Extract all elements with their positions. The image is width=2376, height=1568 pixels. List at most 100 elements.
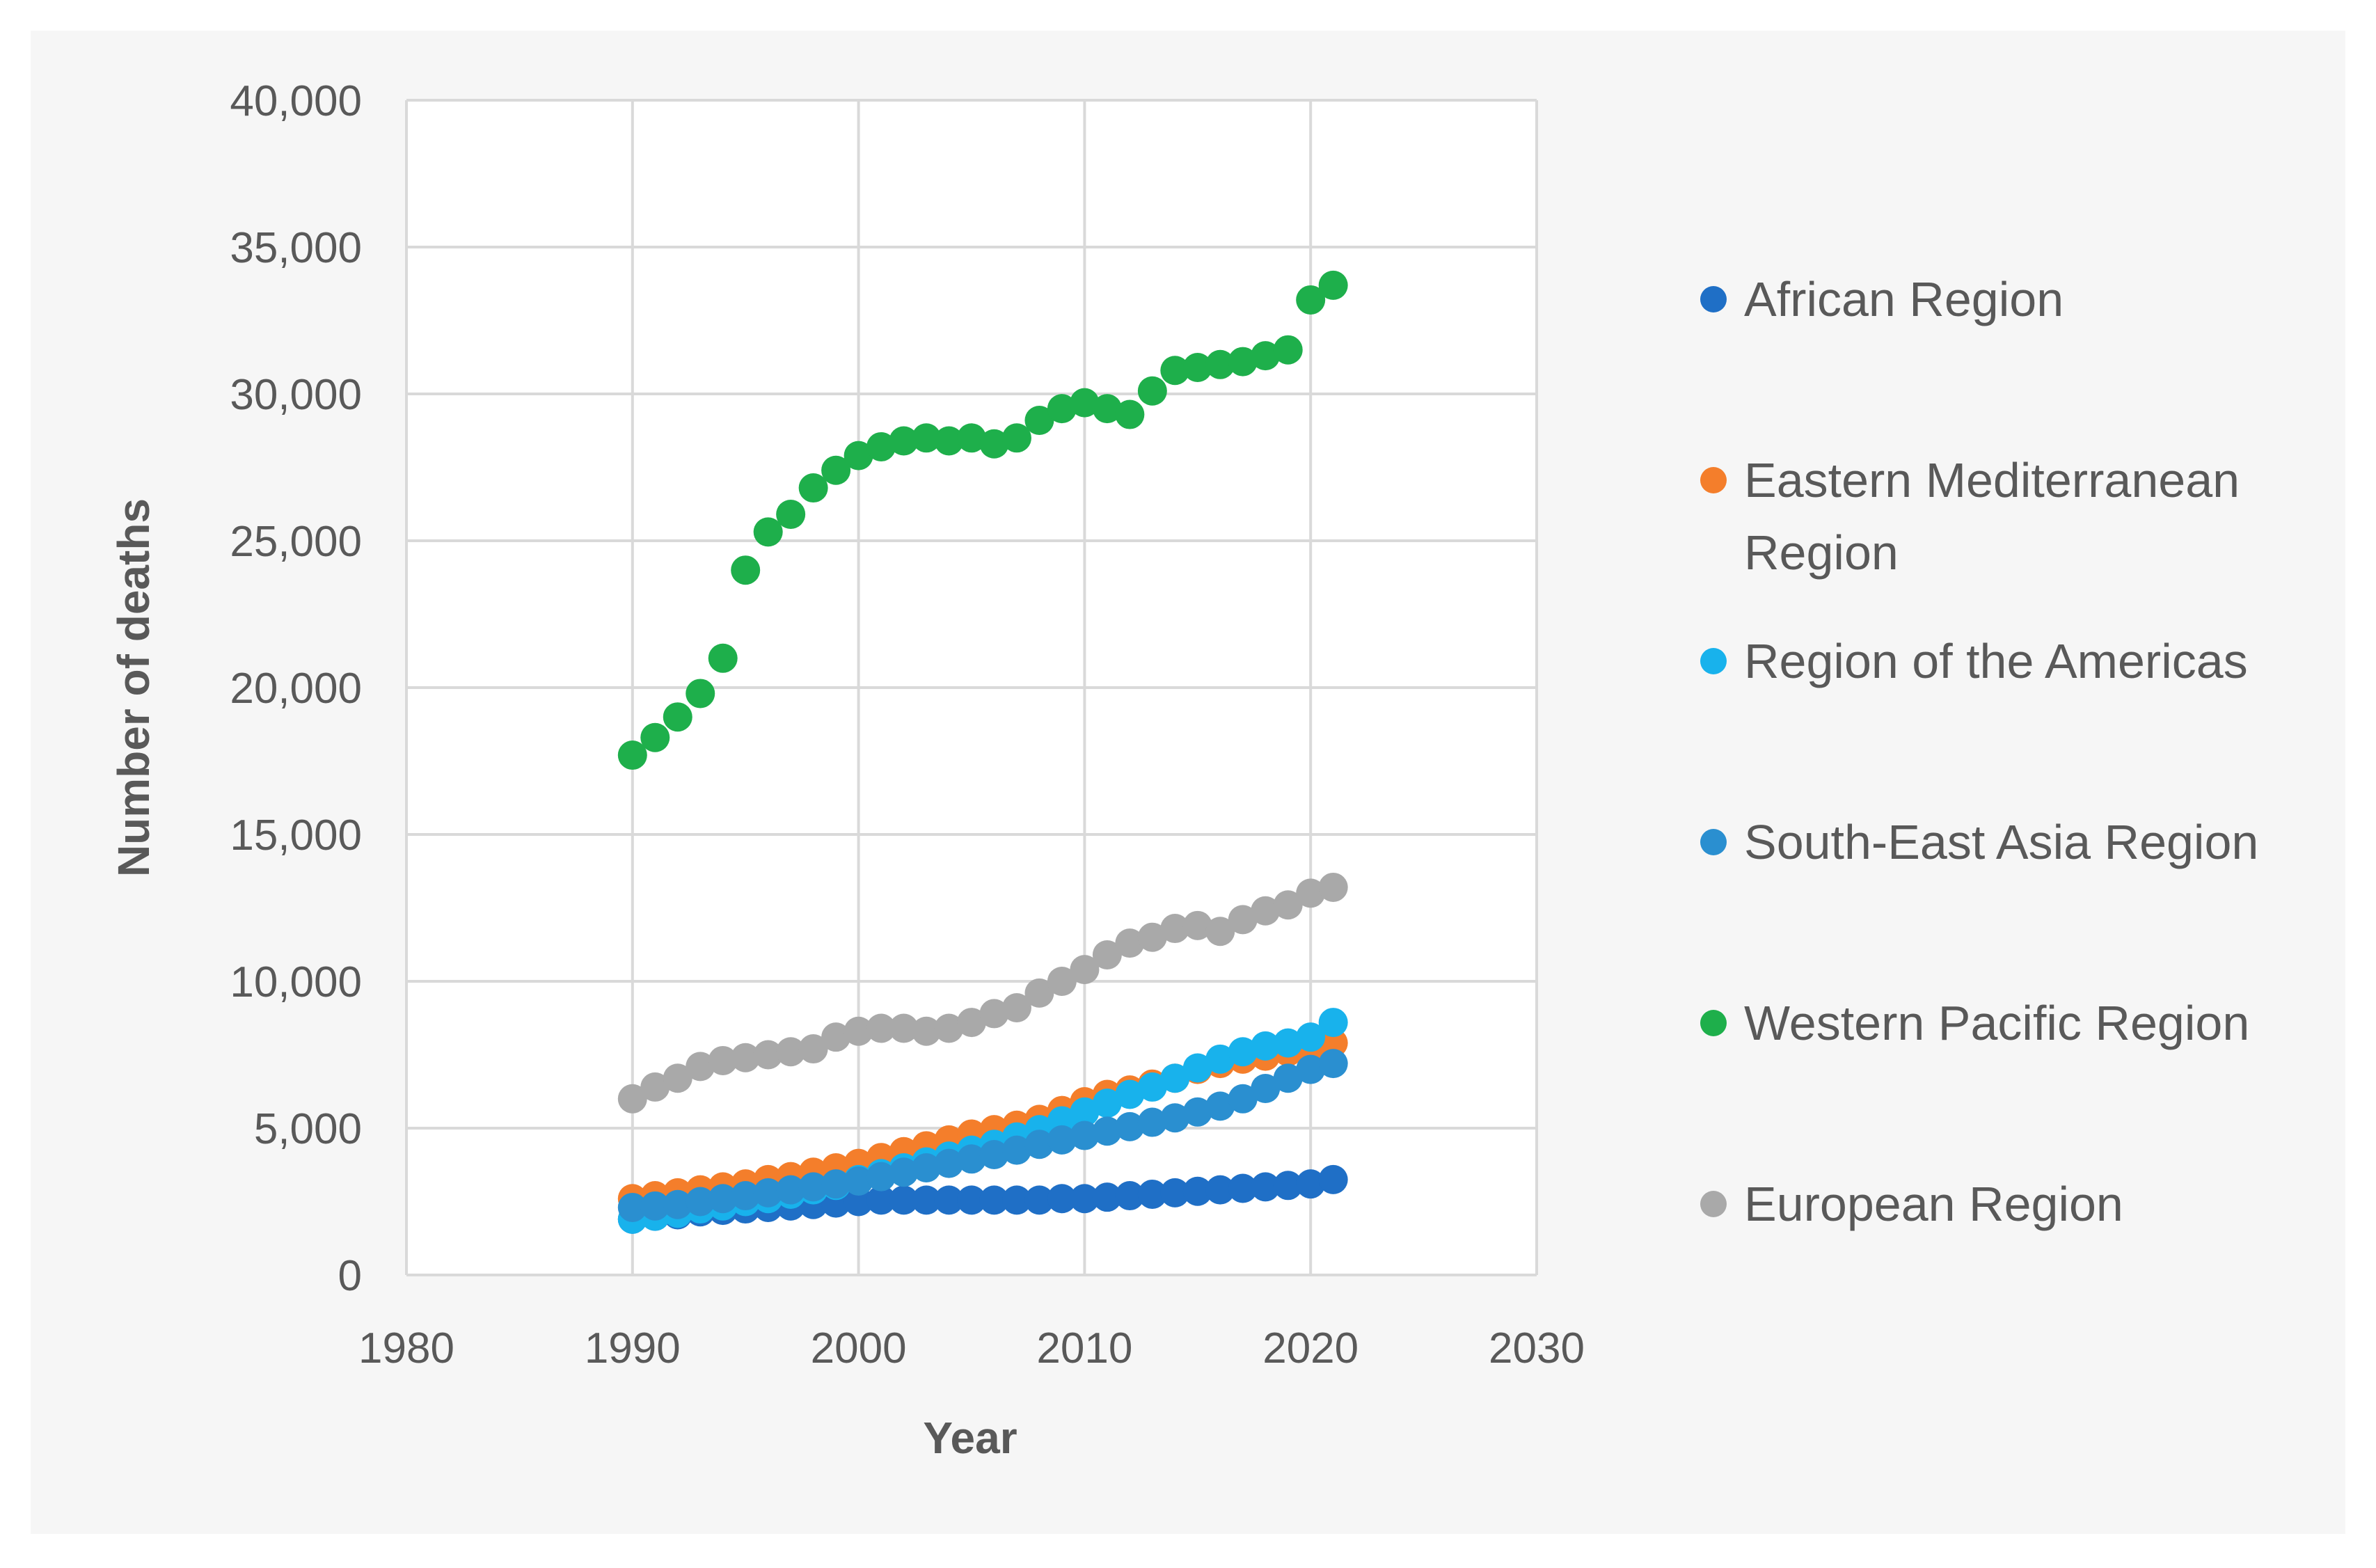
- data-point: [1228, 1173, 1258, 1203]
- data-point: [1182, 353, 1212, 383]
- data-point: [934, 1185, 964, 1215]
- data-point: [640, 1191, 670, 1221]
- data-point: [1001, 423, 1031, 453]
- legend-item: European Region: [1700, 1177, 2123, 1231]
- legend: African Region Eastern Mediterranean Regio…: [1700, 272, 2258, 1231]
- legend-marker: [1700, 829, 1727, 855]
- data-point: [753, 517, 783, 547]
- series-4: [617, 270, 1348, 770]
- data-point: [1070, 1097, 1100, 1127]
- data-point: [844, 1166, 873, 1196]
- x-tick-label: 2010: [1036, 1324, 1132, 1372]
- data-point: [1137, 1072, 1167, 1102]
- data-point: [979, 1185, 1009, 1215]
- data-point: [1273, 335, 1303, 365]
- data-point: [640, 722, 670, 752]
- data-point: [1160, 914, 1190, 944]
- data-point: [640, 1072, 670, 1102]
- data-point: [1160, 1063, 1190, 1093]
- data-point: [912, 1153, 942, 1182]
- data-point: [866, 1013, 896, 1043]
- data-point: [866, 1162, 896, 1191]
- data-point: [1115, 1079, 1145, 1109]
- data-point: [821, 455, 851, 485]
- data-point: [776, 500, 806, 530]
- data-point: [1296, 1054, 1326, 1084]
- legend-label: Region of the Americas: [1744, 634, 2248, 688]
- data-point: [957, 423, 986, 453]
- data-point: [844, 1016, 873, 1046]
- data-point: [708, 1184, 738, 1214]
- data-point: [1092, 394, 1122, 424]
- data-point: [979, 429, 1009, 459]
- legend-label: African Region: [1744, 272, 2064, 326]
- data-point: [1182, 910, 1212, 940]
- data-points: [617, 270, 1348, 1234]
- data-point: [1047, 1184, 1077, 1214]
- data-point: [1092, 1116, 1122, 1146]
- data-point: [708, 1045, 738, 1075]
- data-point: [1001, 1185, 1031, 1215]
- data-point: [934, 426, 964, 456]
- data-point: [934, 1013, 964, 1043]
- data-point: [979, 999, 1009, 1029]
- data-point: [798, 473, 828, 503]
- data-point: [1047, 1125, 1077, 1155]
- data-point: [1318, 872, 1348, 902]
- x-tick-label: 2030: [1489, 1324, 1585, 1372]
- data-point: [1070, 1120, 1100, 1150]
- x-tick-label: 1990: [585, 1324, 681, 1372]
- data-point: [889, 1013, 919, 1043]
- legend-item: Eastern Mediterranean Region: [1700, 453, 2240, 580]
- data-point: [1070, 388, 1100, 418]
- data-point: [1228, 1084, 1258, 1114]
- data-point: [821, 1022, 851, 1052]
- data-point: [731, 555, 761, 585]
- data-point: [1296, 878, 1326, 908]
- data-point: [1160, 1178, 1190, 1207]
- y-tick-label: 0: [338, 1252, 362, 1300]
- data-point: [1205, 1044, 1235, 1074]
- data-point: [1251, 341, 1281, 371]
- legend-label: Western Pacific Region: [1744, 996, 2249, 1050]
- data-point: [1182, 1053, 1212, 1083]
- data-point: [1070, 955, 1100, 985]
- data-point: [1182, 1176, 1212, 1206]
- data-point: [1296, 285, 1326, 315]
- data-point: [1024, 1130, 1054, 1159]
- series-5: [617, 872, 1348, 1114]
- y-axis-ticks: 0 5,000 10,000 15,000 20,000 25,000 30,000 35,0…: [230, 77, 362, 1300]
- legend-label: Eastern Mediterranean: [1744, 453, 2240, 507]
- data-point: [866, 1185, 896, 1215]
- data-point: [889, 426, 919, 456]
- data-point: [821, 1169, 851, 1199]
- data-point: [1047, 394, 1077, 424]
- y-axis-title: Number of deaths: [109, 498, 159, 877]
- data-point: [1115, 928, 1145, 958]
- data-point: [1228, 905, 1258, 935]
- data-point: [776, 1175, 806, 1205]
- data-point: [1228, 347, 1258, 377]
- y-tick-label: 15,000: [230, 811, 362, 860]
- data-point: [1092, 1088, 1122, 1118]
- data-point: [1296, 1022, 1326, 1052]
- data-point: [1115, 399, 1145, 429]
- data-point: [912, 1185, 942, 1215]
- data-point: [957, 1008, 986, 1038]
- data-point: [889, 1157, 919, 1187]
- legend-label: Region: [1744, 525, 1899, 580]
- legend-item: Western Pacific Region: [1700, 996, 2249, 1050]
- x-tick-label: 2020: [1262, 1324, 1359, 1372]
- legend-item: South-East Asia Region: [1700, 815, 2258, 869]
- data-point: [1024, 978, 1054, 1008]
- data-point: [1318, 1008, 1348, 1038]
- legend-marker: [1700, 648, 1727, 674]
- legend-marker: [1700, 467, 1727, 493]
- data-point: [753, 1040, 783, 1070]
- legend-label: South-East Asia Region: [1744, 815, 2258, 869]
- data-point: [1092, 1182, 1122, 1212]
- data-point: [617, 1192, 647, 1222]
- data-point: [1318, 270, 1348, 300]
- data-point: [663, 1189, 692, 1219]
